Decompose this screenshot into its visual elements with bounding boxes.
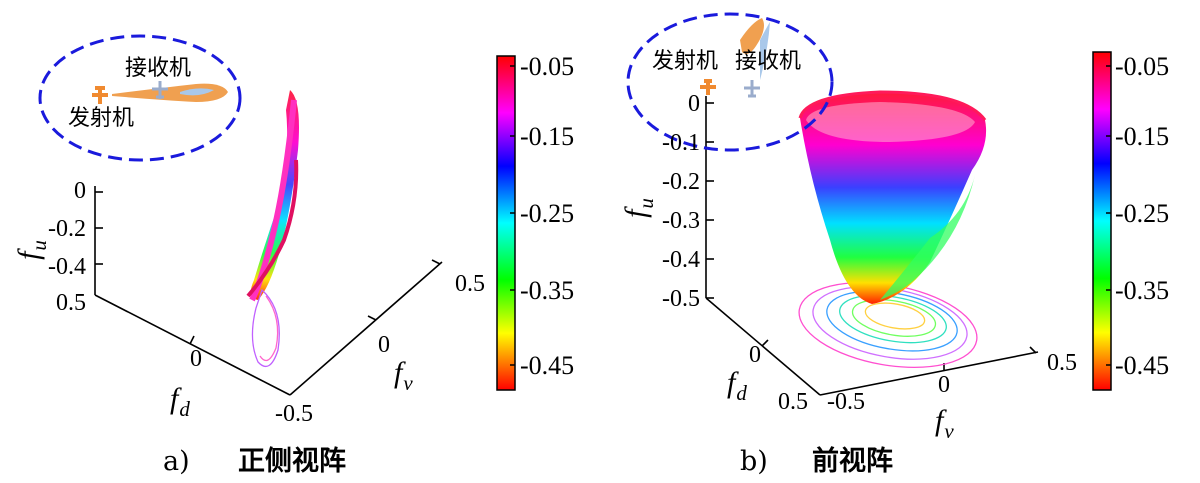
inset-a: 接收机 发射机	[38, 34, 242, 162]
transmitter-plane-icon	[700, 79, 716, 95]
fv-tick: -0.5	[827, 389, 865, 415]
fv-tick: 0	[378, 332, 390, 358]
colorbar-tick: -0.15	[1115, 122, 1169, 151]
colorbar-gradient	[496, 55, 516, 391]
fu-tick: -0.3	[662, 208, 700, 234]
fu-tick: -0.4	[48, 254, 86, 280]
transmitter-label: 发射机	[68, 106, 134, 131]
beam-shape	[112, 83, 228, 102]
fd-tick: 0.5	[56, 290, 86, 316]
fd-tick: 0	[749, 342, 761, 368]
colorbar-b: -0.05 -0.15 -0.25 -0.35 -0.45	[1092, 51, 1169, 391]
cone-rim	[798, 90, 987, 121]
colorbar-tick: -0.25	[520, 199, 574, 228]
fv-tick: 0.5	[1047, 350, 1077, 376]
axes-a	[94, 186, 443, 396]
beam-highlight	[760, 22, 770, 80]
colorbar-tick: -0.45	[520, 351, 574, 380]
panel-b: 发射机 接收机 0 -0.1 -0.2 -0.3 -0.4 -0.5 0 0.5…	[619, 12, 1169, 477]
svg-text:fu: fu	[619, 198, 658, 218]
fu-tick: -0.1	[662, 130, 700, 156]
fu-tick: -0.5	[662, 286, 700, 312]
fu-tick: 0	[688, 91, 700, 117]
fu-axis-label: fu	[12, 240, 51, 260]
colorbar-a: -0.05 -0.15 -0.25 -0.35 -0.45	[496, 52, 574, 391]
surface-b	[798, 90, 987, 304]
beam-shape	[740, 18, 764, 54]
panel-caption: a)	[163, 446, 190, 477]
receiver-plane-icon	[744, 80, 760, 98]
colorbar-tick: -0.25	[1115, 199, 1169, 228]
panel-caption-cn: 正侧视阵	[238, 446, 346, 477]
fd-tick: 0	[190, 346, 202, 372]
inset-b: 发射机 接收机	[626, 12, 834, 152]
ribbon-edge-2	[246, 159, 299, 298]
fd-tick: 0.5	[778, 389, 808, 415]
colorbar-tick: -0.15	[520, 122, 574, 151]
colorbar-tick: -0.45	[1115, 351, 1169, 380]
fd-axis-label: fd	[727, 366, 747, 405]
receiver-label: 接收机	[735, 49, 801, 74]
fu-tick: -0.2	[48, 216, 86, 242]
fv-tick: 0.5	[455, 271, 485, 297]
fv-axis-label: fv	[935, 404, 954, 443]
cone-body	[800, 92, 987, 304]
colorbar-gradient	[1092, 51, 1112, 391]
projection-contour	[251, 288, 280, 368]
beam-highlight	[180, 88, 214, 96]
fv-tick: -0.5	[275, 401, 313, 427]
panel-caption: b)	[740, 446, 768, 477]
surface-a	[246, 90, 299, 368]
inset-dashed-ellipse	[38, 34, 242, 162]
fu-axis-label: fu	[619, 198, 658, 218]
receiver-plane-icon	[152, 81, 168, 99]
fd-axis-line	[705, 297, 821, 396]
colorbar-tick: -0.05	[520, 52, 574, 81]
cone-rim-inner	[806, 102, 975, 142]
fu-tick: 0	[74, 178, 86, 204]
fu-tick: -0.2	[662, 169, 700, 195]
transmitter-label: 发射机	[652, 49, 718, 74]
panel-caption-cn: 前视阵	[812, 445, 893, 477]
fu-tick: -0.4	[662, 247, 700, 273]
transmitter-plane-icon	[92, 86, 108, 104]
receiver-label: 接收机	[125, 56, 191, 81]
fd-axis-line	[94, 294, 291, 396]
fv-tick: 0	[938, 372, 950, 398]
inset-dashed-ellipse	[626, 12, 834, 152]
fv-axis-label: fv	[394, 356, 413, 395]
fv-axis-line	[819, 351, 1039, 396]
fd-axis-label: fd	[170, 382, 190, 421]
colorbar-tick: -0.05	[1115, 52, 1169, 81]
fv-axis-line	[289, 261, 443, 396]
colorbar-tick: -0.35	[1115, 276, 1169, 305]
colorbar-tick: -0.35	[520, 276, 574, 305]
svg-text:fu: fu	[12, 240, 51, 260]
panel-a: 接收机 发射机 0 -0.2 -0.4 0.5 0 0.5	[12, 34, 574, 477]
